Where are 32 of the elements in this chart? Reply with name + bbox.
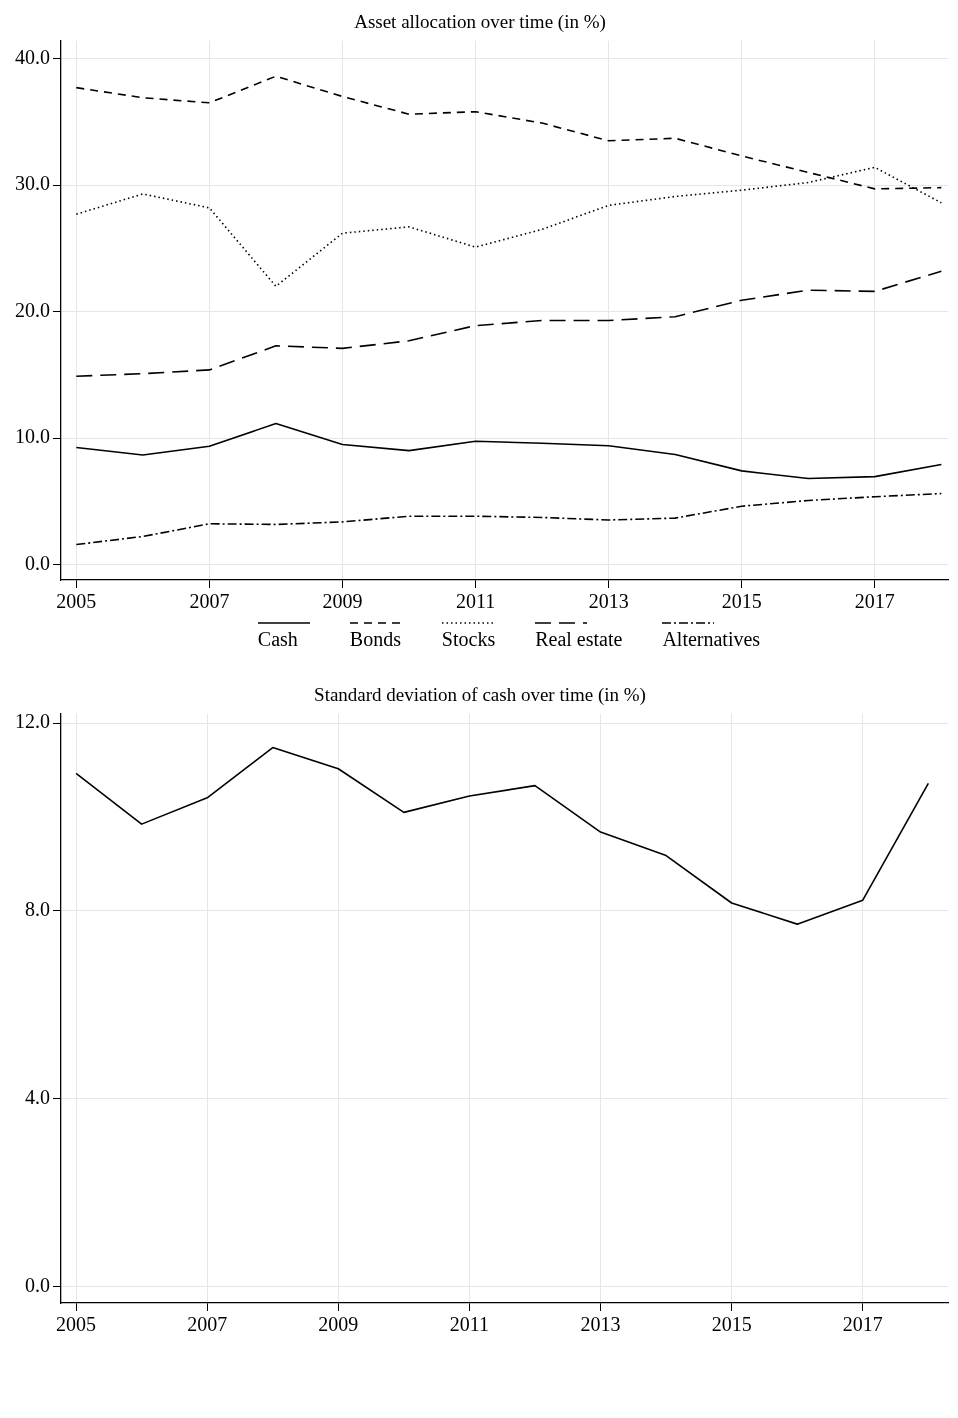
y-tick-label: 20.0 xyxy=(15,298,50,321)
legend-label: Real estate xyxy=(535,628,623,651)
x-tick-label: 2015 xyxy=(711,1313,752,1336)
legend-label: Stocks xyxy=(441,628,496,651)
x-tick-label: 2013 xyxy=(580,1313,621,1336)
x-tick-label: 2017 xyxy=(854,590,895,613)
chart-title: Standard deviation of cash over time (in %) xyxy=(314,684,646,707)
y-tick-label: 30.0 xyxy=(15,172,50,195)
x-tick-label: 2015 xyxy=(721,590,762,613)
legend-label: Alternatives xyxy=(662,628,761,651)
y-tick-label: 10.0 xyxy=(15,425,50,448)
x-tick-label: 2007 xyxy=(187,1313,228,1336)
x-tick-label: 2011 xyxy=(449,1313,490,1336)
chart-title: Asset allocation over time (in %) xyxy=(354,11,606,34)
x-tick-label: 2005 xyxy=(56,1313,97,1336)
legend-label: Bonds xyxy=(349,628,401,651)
y-tick-label: 0.0 xyxy=(25,1273,50,1296)
x-tick-label: 2007 xyxy=(189,590,230,613)
x-tick-label: 2009 xyxy=(318,1313,359,1336)
y-tick-label: 8.0 xyxy=(25,898,50,921)
y-tick-label: 40.0 xyxy=(15,45,50,68)
y-tick-label: 12.0 xyxy=(15,710,50,733)
x-tick-label: 2013 xyxy=(588,590,629,613)
y-tick-label: 4.0 xyxy=(25,1086,50,1109)
x-tick-label: 2011 xyxy=(455,590,496,613)
y-tick-label: 0.0 xyxy=(25,552,50,575)
legend-label: Cash xyxy=(257,628,298,651)
x-tick-label: 2017 xyxy=(842,1313,883,1336)
line-series xyxy=(75,270,943,378)
line-series xyxy=(75,492,943,546)
x-tick-label: 2009 xyxy=(322,590,363,613)
x-tick-label: 2005 xyxy=(56,590,97,613)
